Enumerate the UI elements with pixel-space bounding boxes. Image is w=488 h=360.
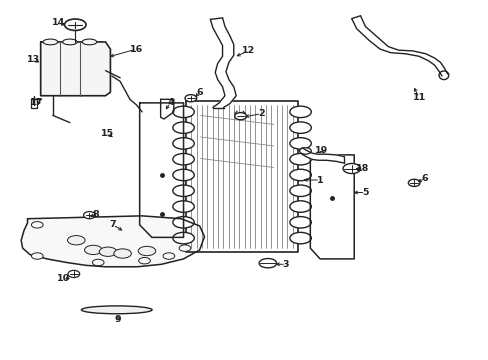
Text: 1: 1 (316, 176, 323, 185)
Ellipse shape (289, 138, 311, 149)
Ellipse shape (289, 217, 311, 228)
Text: 18: 18 (355, 164, 368, 173)
Ellipse shape (67, 235, 85, 245)
Ellipse shape (172, 106, 194, 118)
Ellipse shape (31, 253, 43, 259)
Ellipse shape (184, 95, 196, 102)
Text: 10: 10 (57, 274, 69, 283)
Ellipse shape (342, 163, 360, 174)
Ellipse shape (234, 113, 246, 120)
Text: 9: 9 (114, 315, 121, 324)
Ellipse shape (407, 179, 419, 186)
Polygon shape (185, 101, 298, 252)
Text: 4: 4 (167, 98, 173, 107)
Ellipse shape (81, 306, 152, 314)
Ellipse shape (299, 148, 311, 154)
Text: 3: 3 (282, 260, 288, 269)
Ellipse shape (289, 232, 311, 244)
Polygon shape (160, 99, 173, 119)
Ellipse shape (172, 217, 194, 228)
Text: 6: 6 (196, 87, 203, 96)
Ellipse shape (438, 71, 448, 80)
Ellipse shape (82, 39, 97, 45)
Text: 19: 19 (314, 146, 327, 155)
Polygon shape (302, 148, 344, 163)
Ellipse shape (172, 232, 194, 244)
Ellipse shape (84, 245, 102, 255)
Text: 15: 15 (100, 129, 113, 138)
Text: 7: 7 (109, 220, 116, 229)
Ellipse shape (289, 106, 311, 118)
Ellipse shape (83, 212, 95, 219)
Ellipse shape (289, 153, 311, 165)
Ellipse shape (92, 259, 104, 266)
Polygon shape (351, 16, 447, 76)
Ellipse shape (172, 153, 194, 165)
Ellipse shape (289, 169, 311, 181)
Polygon shape (140, 103, 183, 237)
Text: 12: 12 (241, 46, 255, 55)
Ellipse shape (99, 247, 117, 256)
Text: 8: 8 (92, 210, 99, 219)
Polygon shape (53, 222, 181, 258)
Ellipse shape (62, 39, 77, 45)
Ellipse shape (179, 245, 190, 251)
Text: 2: 2 (258, 109, 264, 118)
Ellipse shape (289, 201, 311, 212)
Ellipse shape (172, 201, 194, 212)
Ellipse shape (172, 169, 194, 181)
Ellipse shape (259, 258, 276, 268)
Ellipse shape (163, 253, 174, 259)
Polygon shape (310, 155, 353, 259)
Ellipse shape (64, 19, 86, 31)
Text: 11: 11 (411, 93, 425, 102)
Ellipse shape (138, 246, 156, 256)
Polygon shape (41, 42, 110, 96)
Text: 13: 13 (27, 55, 41, 64)
Text: 17: 17 (30, 98, 43, 107)
Ellipse shape (31, 222, 43, 228)
Ellipse shape (289, 122, 311, 134)
Ellipse shape (172, 122, 194, 134)
Text: 14: 14 (52, 18, 65, 27)
Text: 5: 5 (362, 188, 368, 197)
Polygon shape (210, 18, 236, 108)
Ellipse shape (43, 39, 58, 45)
Ellipse shape (289, 185, 311, 197)
Ellipse shape (68, 270, 80, 278)
Ellipse shape (172, 138, 194, 149)
Polygon shape (21, 216, 204, 267)
Bar (31, 99, 37, 108)
Text: 16: 16 (129, 45, 142, 54)
Ellipse shape (139, 257, 150, 264)
Ellipse shape (172, 185, 194, 197)
Text: 6: 6 (421, 174, 427, 183)
Ellipse shape (114, 249, 131, 258)
